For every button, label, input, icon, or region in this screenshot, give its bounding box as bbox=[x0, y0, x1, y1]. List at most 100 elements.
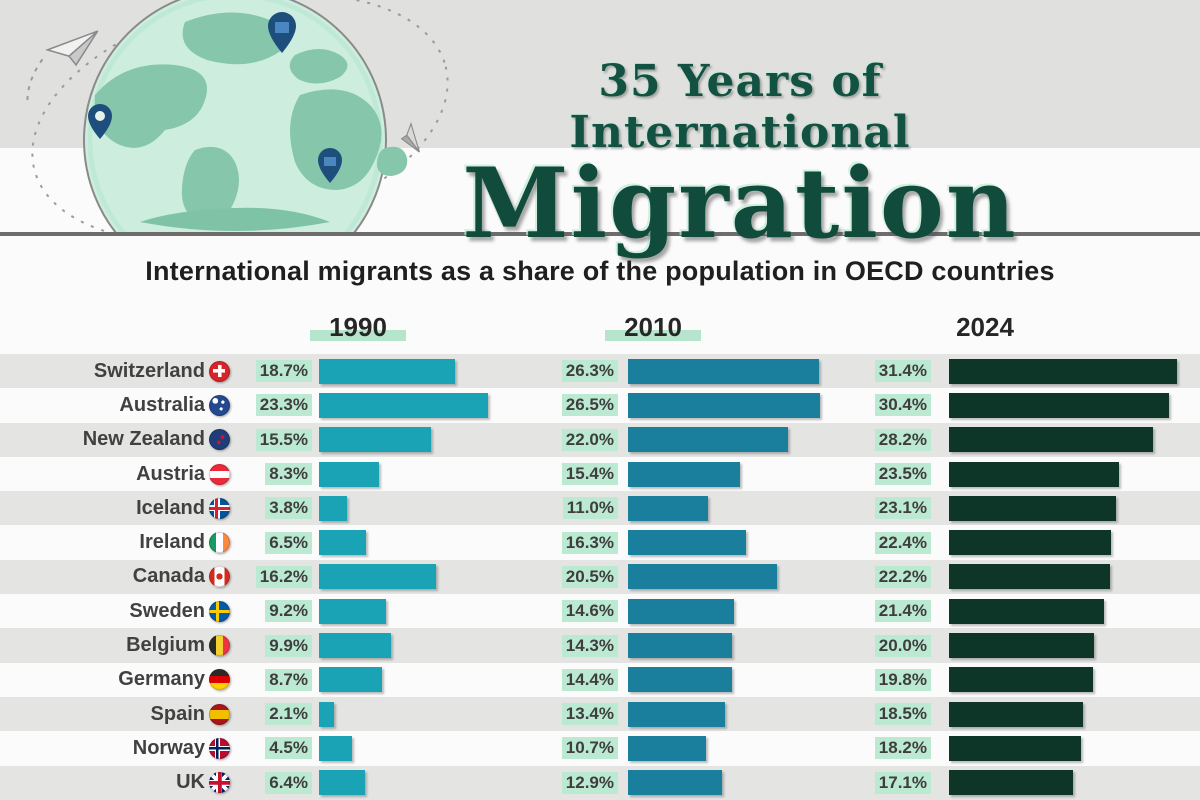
value-1990: 9.2% bbox=[265, 600, 312, 623]
bar-2010 bbox=[628, 392, 820, 418]
column-headers: 1990 2010 2024 bbox=[0, 306, 1200, 354]
dashed-orbit-icon bbox=[31, 0, 449, 232]
table-row: Iceland 3.8% 11.0% 23.1% bbox=[0, 491, 1200, 526]
table-row: Belgium 9.9% 14.3% 20.0% bbox=[0, 628, 1200, 663]
table-row: Spain 2.1% 13.4% 18.5% bbox=[0, 696, 1200, 732]
value-1990: 18.7% bbox=[255, 360, 312, 383]
value-1990: 16.2% bbox=[255, 565, 312, 588]
country-label: Ireland bbox=[139, 531, 205, 554]
ie-flag-icon bbox=[209, 532, 230, 554]
paper-plane-icon bbox=[400, 121, 420, 153]
au-flag-icon bbox=[209, 394, 230, 416]
bar-2010 bbox=[628, 667, 732, 693]
title-block: 35 Years of International Migration bbox=[430, 56, 1050, 260]
value-2010: 14.4% bbox=[561, 668, 618, 691]
value-1990: 2.1% bbox=[265, 703, 312, 726]
table-row: Germany 8.7% 14.4% 19.8% bbox=[6, 663, 1200, 697]
country-label: Spain bbox=[150, 702, 205, 725]
ch-flag-icon bbox=[209, 360, 230, 382]
country-label: Switzerland bbox=[93, 359, 205, 382]
bar-1990 bbox=[319, 427, 431, 453]
se-flag-icon bbox=[209, 600, 230, 622]
bar-1990 bbox=[319, 770, 365, 796]
country-label: Iceland bbox=[136, 496, 205, 519]
column-header-2024: 2024 bbox=[956, 312, 1014, 342]
value-2024: 18.2% bbox=[874, 737, 931, 760]
value-2010: 15.4% bbox=[561, 463, 618, 486]
bar-2010 bbox=[628, 461, 740, 487]
value-1990: 3.8% bbox=[265, 497, 312, 520]
header-divider bbox=[0, 232, 1200, 236]
value-1990: 6.5% bbox=[265, 531, 312, 554]
bar-1990 bbox=[319, 564, 436, 590]
value-2024: 22.4% bbox=[874, 531, 931, 554]
country-label: Sweden bbox=[129, 599, 205, 622]
table-row: Switzerland 18.7% 26.3% 31.4% bbox=[0, 354, 1200, 389]
bar-1990 bbox=[319, 358, 455, 384]
table-row: Canada 16.2% 20.5% 22.2% bbox=[0, 559, 1200, 595]
value-1990: 8.3% bbox=[265, 463, 312, 486]
bar-1990 bbox=[319, 633, 391, 659]
bar-1990 bbox=[319, 701, 334, 727]
bar-1990 bbox=[319, 495, 347, 521]
bar-1990 bbox=[319, 667, 382, 693]
country-label: Canada bbox=[132, 565, 205, 588]
bar-2010 bbox=[628, 358, 819, 384]
value-2024: 22.2% bbox=[874, 565, 931, 588]
value-2010: 14.6% bbox=[561, 600, 618, 623]
value-1990: 23.3% bbox=[255, 394, 312, 417]
bar-2024 bbox=[949, 667, 1093, 693]
es-flag-icon bbox=[209, 703, 230, 725]
ca-flag-icon bbox=[209, 566, 230, 588]
bar-2010 bbox=[628, 427, 788, 453]
column-header-2010: 2010 bbox=[605, 312, 701, 343]
bar-2010 bbox=[628, 735, 706, 761]
bar-1990 bbox=[319, 735, 352, 761]
bar-2024 bbox=[949, 392, 1169, 418]
value-1990: 9.9% bbox=[265, 634, 312, 657]
table-row: Sweden 9.2% 14.6% 21.4% bbox=[6, 594, 1200, 628]
bar-1990 bbox=[319, 530, 366, 556]
value-2010: 11.0% bbox=[562, 497, 618, 520]
bar-1990 bbox=[319, 392, 488, 418]
value-1990: 4.5% bbox=[265, 737, 312, 760]
country-label: Germany bbox=[118, 668, 205, 691]
bar-2024 bbox=[949, 633, 1094, 659]
page-title: Migration bbox=[462, 147, 1018, 260]
country-label: UK bbox=[176, 771, 205, 794]
value-1990: 15.5% bbox=[255, 428, 312, 451]
value-2010: 16.3% bbox=[561, 531, 618, 554]
value-2024: 19.8% bbox=[874, 668, 931, 691]
bar-2010 bbox=[628, 495, 708, 521]
bar-chart-rows: Switzerland 18.7% 26.3% 31.4% Australia … bbox=[0, 354, 1200, 800]
value-2024: 31.4% bbox=[874, 360, 931, 383]
location-pin-icon bbox=[318, 148, 342, 183]
value-2010: 12.9% bbox=[561, 771, 618, 794]
at-flag-icon bbox=[209, 463, 230, 485]
nz-flag-icon bbox=[209, 429, 230, 451]
table-row: Australia 23.3% 26.5% 30.4% bbox=[6, 388, 1200, 422]
country-label: Australia bbox=[119, 393, 205, 416]
value-1990: 6.4% bbox=[265, 771, 312, 794]
no-flag-icon bbox=[209, 737, 230, 759]
bar-2024 bbox=[949, 770, 1073, 796]
bar-2024 bbox=[949, 461, 1119, 487]
bar-1990 bbox=[319, 461, 379, 487]
value-2010: 26.3% bbox=[561, 360, 618, 383]
bar-2010 bbox=[628, 598, 734, 624]
table-row: Ireland 6.5% 16.3% 22.4% bbox=[6, 525, 1200, 559]
value-2010: 22.0% bbox=[561, 428, 618, 451]
bar-2010 bbox=[628, 770, 722, 796]
be-flag-icon bbox=[209, 635, 230, 657]
country-label: Austria bbox=[136, 462, 205, 485]
location-pin-icon bbox=[268, 12, 296, 53]
is-flag-icon bbox=[209, 497, 230, 519]
value-1990: 8.7% bbox=[265, 668, 312, 691]
bar-2010 bbox=[628, 530, 746, 556]
table-row: UK 6.4% 12.9% 17.1% bbox=[0, 765, 1200, 800]
value-2024: 17.1% bbox=[874, 771, 931, 794]
value-2024: 23.1% bbox=[874, 497, 931, 520]
country-label: New Zealand bbox=[82, 428, 205, 451]
value-2010: 26.5% bbox=[561, 394, 618, 417]
